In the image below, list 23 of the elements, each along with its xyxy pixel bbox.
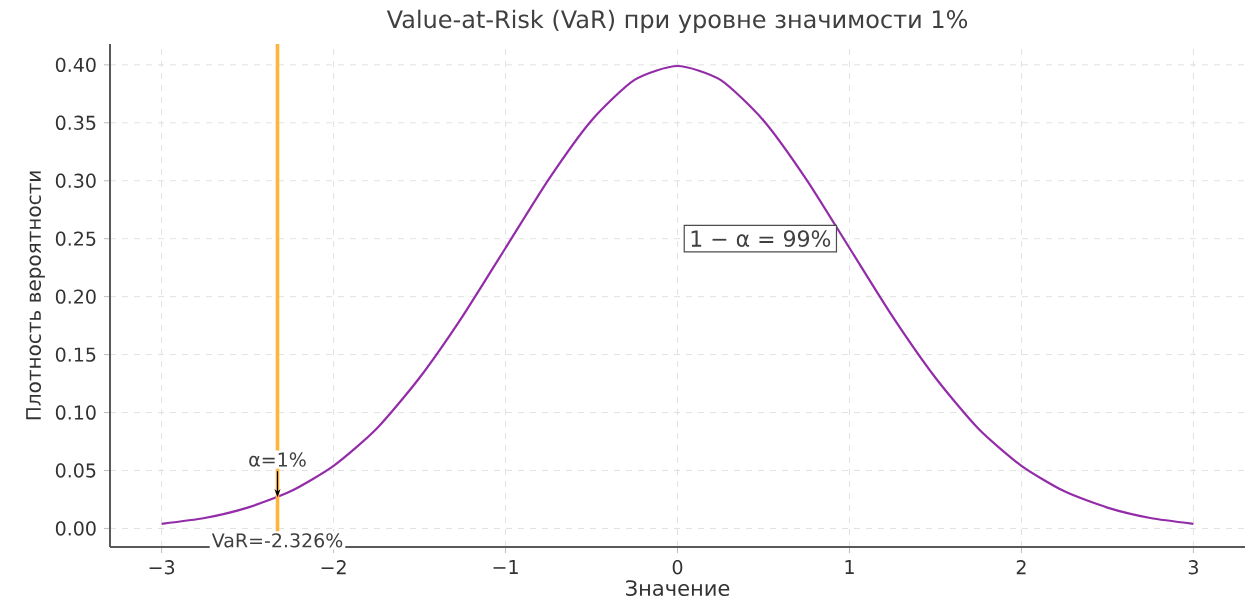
annotation: 1 − α = 99% — [691, 230, 831, 247]
y-tick-label: 0.05 — [55, 463, 96, 478]
x-axis-title: Значение — [626, 580, 730, 597]
y-tick-label: 0.00 — [55, 521, 96, 536]
chart-title: Value-at-Risk (VaR) при уровне значимости 1% — [386, 9, 968, 33]
y-tick-label: 0.35 — [55, 115, 96, 130]
x-tick-label: 0 — [672, 560, 683, 575]
line-series — [160, 64, 1195, 525]
x-tick-label: −1 — [493, 560, 518, 574]
y-tick-label: 0.10 — [55, 405, 96, 420]
y-tick-label: 0.20 — [55, 289, 96, 304]
y-tick-label: 0.30 — [55, 173, 96, 188]
x-tick-label: 1 — [845, 560, 854, 574]
x-tick-label: −3 — [149, 560, 175, 575]
y-tick-label: 0.15 — [55, 347, 96, 362]
annotation: α=1% — [249, 452, 306, 467]
x-tick-label: 2 — [1016, 560, 1026, 575]
y-tick-label: 0.40 — [55, 57, 96, 73]
y-axis-title: Плотность вероятности — [26, 171, 45, 420]
ref-line-label: VaR=-2.326% — [211, 533, 343, 548]
x-tick-label: −2 — [321, 560, 346, 575]
y-tick-label: 0.25 — [55, 231, 96, 246]
x-tick-label: 3 — [1188, 560, 1198, 575]
